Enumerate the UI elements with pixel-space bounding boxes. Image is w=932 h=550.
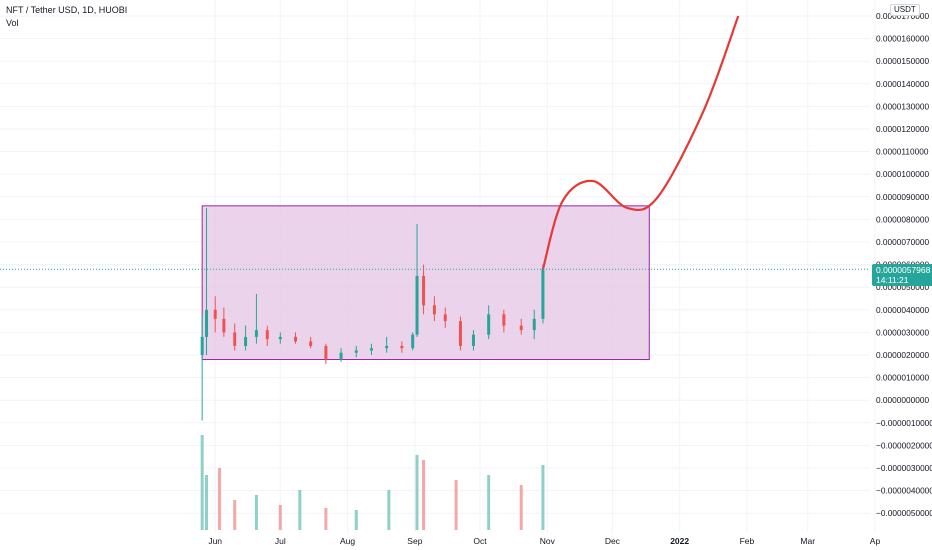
price-tick-label: 0.0000160000: [876, 34, 929, 44]
bar-countdown: 14:11:21: [876, 275, 909, 286]
volume-bar: [454, 480, 458, 530]
time-tick-label: Mar: [800, 536, 815, 546]
candle-body: [541, 269, 545, 319]
price-tick-label: 0.0000100000: [876, 169, 929, 179]
time-tick-label: Jun: [208, 536, 222, 546]
candle-body: [411, 334, 415, 349]
time-tick-label: Aug: [340, 536, 355, 546]
price-tick-label: 0.0000070000: [876, 237, 929, 247]
volume-bar: [541, 465, 545, 530]
symbol-title: NFT / Tether USD, 1D, HUOBI: [6, 5, 128, 15]
candle-body: [369, 348, 373, 351]
price-tick-label: 0.0000000000: [876, 395, 929, 405]
volume-bar: [415, 455, 419, 530]
price-tick-label: 0.0000040000: [876, 305, 929, 315]
candle-body: [200, 336, 204, 355]
candle-body: [233, 332, 237, 346]
price-tick-label: 0.0000130000: [876, 101, 929, 111]
volume-bar: [324, 508, 328, 530]
volume-bar: [298, 490, 302, 530]
candle-body: [309, 341, 313, 346]
time-tick-label: Dec: [605, 536, 621, 546]
current-price-value: 0.0000057968: [876, 265, 931, 276]
candle-body: [422, 275, 426, 306]
candle-body: [519, 325, 523, 331]
time-tick-label: Feb: [740, 536, 755, 546]
candle-body: [471, 334, 475, 346]
price-tick-label: −0.0000050000: [876, 508, 932, 518]
price-tick-label: 0.0000010000: [876, 373, 929, 383]
time-tick-label: Jul: [275, 536, 286, 546]
time-tick-label: Sep: [407, 536, 422, 546]
price-tick-label: 0.0000110000: [876, 147, 929, 157]
candle-body: [443, 314, 447, 322]
volume-bars: [200, 435, 545, 530]
candle-body: [293, 336, 297, 342]
volume-indicator-label[interactable]: Vol: [6, 18, 19, 28]
candle-body: [432, 305, 436, 315]
volume-bar: [254, 495, 258, 530]
volume-bar: [278, 505, 282, 530]
candle-body: [222, 318, 226, 333]
range-box-layer: [201, 205, 650, 361]
volume-bar: [354, 510, 358, 530]
candle-body: [400, 345, 404, 349]
candle-body: [354, 350, 358, 353]
volume-bar: [233, 500, 237, 530]
price-tick-label: 0.0000020000: [876, 350, 929, 360]
candle-body: [278, 336, 282, 340]
volume-bar: [487, 475, 491, 530]
volume-bar: [519, 485, 523, 530]
candle-body: [385, 345, 389, 349]
price-tick-label: −0.0000020000: [876, 440, 932, 450]
time-tick-label: Nov: [540, 536, 556, 546]
price-tick-label: 0.0000150000: [876, 56, 929, 66]
candle-body: [339, 352, 343, 360]
price-tick-label: 0.0000080000: [876, 214, 929, 224]
price-tick-label: 0.0000140000: [876, 79, 929, 89]
candle-body: [205, 309, 209, 337]
time-axis[interactable]: Jun Jul Aug Sep Oct Nov Dec 2022 Feb Mar Ap: [208, 536, 880, 546]
price-tick-label: 0.0000030000: [876, 327, 929, 337]
price-tick-label: −0.0000040000: [876, 486, 932, 496]
price-tick-label: 0.0000120000: [876, 124, 929, 134]
candle-body: [458, 321, 462, 346]
projection-curve: [541, 15, 740, 270]
price-tick-label: −0.0000010000: [876, 418, 932, 428]
price-tick-label: 0.0000090000: [876, 192, 929, 202]
time-tick-label: Oct: [473, 536, 487, 546]
current-price-badge: 0.0000057968 14:11:21: [872, 264, 932, 287]
volume-bar: [218, 468, 222, 530]
candle-body: [502, 314, 506, 326]
price-tick-label: −0.0000030000: [876, 463, 932, 473]
candle-body: [324, 345, 328, 360]
candle-body: [415, 275, 419, 335]
volume-bar: [387, 490, 391, 530]
price-tick-label: 0.0000170000: [876, 11, 929, 21]
candle-body: [487, 314, 491, 335]
volume-bar: [205, 475, 209, 530]
candle-body: [254, 330, 258, 337]
candle-body: [532, 318, 536, 331]
volume-bar: [422, 460, 426, 530]
currency-unit-badge[interactable]: USDT: [890, 4, 920, 16]
volume-bar: [200, 435, 204, 530]
candle-body: [213, 309, 217, 319]
candle-body: [244, 336, 248, 346]
candles: [200, 208, 545, 421]
candle-body: [265, 330, 269, 340]
range-box: [201, 205, 650, 361]
time-tick-label: Ap: [870, 536, 881, 546]
projection-layer: [541, 15, 740, 270]
time-tick-label: 2022: [670, 536, 689, 546]
price-tick-label: 0.0000050000: [876, 282, 929, 292]
